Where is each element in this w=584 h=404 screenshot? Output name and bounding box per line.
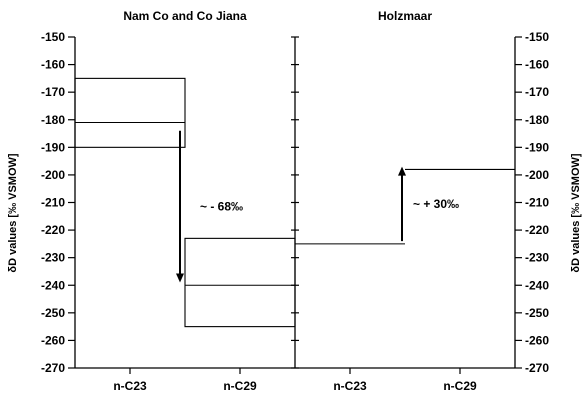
- y-tick-label-right: -230: [525, 251, 549, 265]
- arrow-head: [176, 273, 184, 283]
- y-tick-label-left: -180: [41, 113, 65, 127]
- annotation-label: ~ - 68‰: [200, 200, 243, 214]
- panel-title-left: Nam Co and Co Jiana: [123, 9, 247, 23]
- y-tick-label-left: -210: [41, 196, 65, 210]
- boxes: [74, 77, 515, 328]
- y-tick-label-right: -180: [525, 113, 549, 127]
- y-axes: -150 -150 -160 -160 -170 -170 -180 -180 -190 -190…: [41, 30, 549, 375]
- annotations: ~ - 68‰ ~ + 30‰: [176, 130, 459, 283]
- y-tick-label-left: -230: [41, 251, 65, 265]
- y-tick-label-right: -190: [525, 140, 549, 154]
- panel-titles: Nam Co and Co Jiana Holzmaar: [123, 9, 432, 23]
- y-tick-label-right: -260: [525, 333, 549, 347]
- y-tick-label-left: -170: [41, 85, 65, 99]
- y-tick-label-right: -250: [525, 306, 549, 320]
- y-tick-label-left: -250: [41, 306, 65, 320]
- y-tick-label-left: -220: [41, 223, 65, 237]
- y-tick-label-right: -200: [525, 168, 549, 182]
- x-tick-label: n-C23: [113, 379, 147, 393]
- x-tick-label: n-C29: [443, 379, 477, 393]
- y-tick-label-right: -170: [525, 85, 549, 99]
- x-tick-label: n-C29: [223, 379, 257, 393]
- box: [184, 237, 296, 328]
- x-tick-label: n-C23: [333, 379, 367, 393]
- annotation-label: ~ + 30‰: [413, 197, 459, 211]
- y-axis-title-left: δD values [‰ VSMOW]: [7, 153, 19, 272]
- y-tick-label-right: -210: [525, 196, 549, 210]
- y-tick-label-left: -160: [41, 58, 65, 72]
- arrow-head: [398, 166, 406, 176]
- panel-title-right: Holzmaar: [378, 9, 432, 23]
- y-tick-label-left: -150: [41, 30, 65, 44]
- y-tick-label-left: -190: [41, 140, 65, 154]
- y-tick-label-right: -270: [525, 361, 549, 375]
- y-axis-title-right: δD values [‰ VSMOW]: [570, 153, 582, 272]
- y-tick-label-left: -200: [41, 168, 65, 182]
- y-tick-label-left: -260: [41, 333, 65, 347]
- y-tick-label-left: -240: [41, 278, 65, 292]
- box: [74, 77, 186, 148]
- y-tick-label-left: -270: [41, 361, 65, 375]
- y-tick-label-right: -220: [525, 223, 549, 237]
- y-tick-label-right: -150: [525, 30, 549, 44]
- y-tick-label-right: -160: [525, 58, 549, 72]
- y-tick-label-right: -240: [525, 278, 549, 292]
- category-labels: n-C23 n-C29 n-C23 n-C29: [113, 368, 477, 393]
